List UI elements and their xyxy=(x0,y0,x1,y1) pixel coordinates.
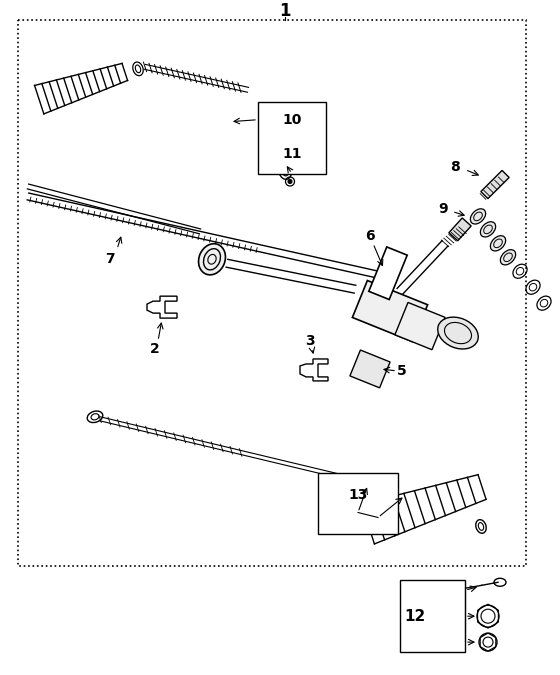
Text: 3: 3 xyxy=(305,334,315,348)
Ellipse shape xyxy=(480,222,496,237)
Polygon shape xyxy=(350,350,390,388)
Polygon shape xyxy=(352,281,428,342)
Ellipse shape xyxy=(288,180,292,184)
Bar xyxy=(400,580,465,652)
Ellipse shape xyxy=(491,236,506,251)
Bar xyxy=(258,102,326,173)
Text: 7: 7 xyxy=(105,252,115,266)
Bar xyxy=(318,472,398,535)
Text: 13: 13 xyxy=(348,487,368,502)
Ellipse shape xyxy=(438,317,478,349)
Text: 6: 6 xyxy=(365,230,375,244)
Text: 2: 2 xyxy=(150,342,160,356)
Text: 1: 1 xyxy=(279,2,291,20)
Ellipse shape xyxy=(203,248,221,270)
Ellipse shape xyxy=(470,209,486,224)
Bar xyxy=(18,20,526,566)
Ellipse shape xyxy=(500,250,516,265)
Polygon shape xyxy=(395,302,445,350)
Text: 9: 9 xyxy=(438,202,448,217)
Text: 11: 11 xyxy=(282,146,302,161)
Polygon shape xyxy=(449,218,471,241)
Polygon shape xyxy=(481,170,509,198)
Text: 5: 5 xyxy=(397,364,407,378)
Polygon shape xyxy=(369,247,407,300)
Text: 8: 8 xyxy=(450,159,460,173)
Text: 10: 10 xyxy=(282,113,302,127)
Ellipse shape xyxy=(199,244,226,275)
Text: 12: 12 xyxy=(404,609,426,624)
